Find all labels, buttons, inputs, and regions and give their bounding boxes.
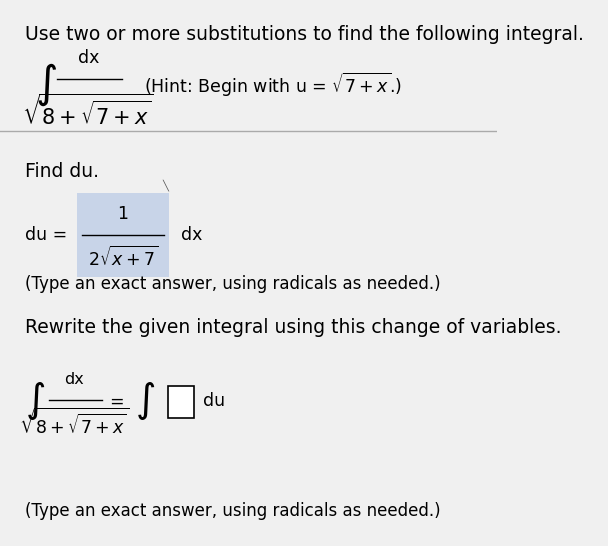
- Text: dx: dx: [64, 372, 83, 387]
- Text: (Hint: Begin with u = $\sqrt{7+x}$.): (Hint: Begin with u = $\sqrt{7+x}$.): [144, 70, 402, 99]
- Text: $\int$: $\int$: [25, 381, 45, 422]
- Text: du: du: [202, 393, 225, 410]
- Text: $2\sqrt{x+7}$: $2\sqrt{x+7}$: [88, 246, 158, 270]
- Text: $\sqrt{8+\sqrt{7+x}}$: $\sqrt{8+\sqrt{7+x}}$: [18, 408, 128, 438]
- Text: $\int$: $\int$: [35, 61, 57, 108]
- FancyBboxPatch shape: [168, 386, 194, 418]
- Text: (Type an exact answer, using radicals as needed.): (Type an exact answer, using radicals as…: [25, 275, 440, 293]
- Text: dx: dx: [78, 50, 99, 67]
- FancyBboxPatch shape: [77, 193, 169, 277]
- Text: 1: 1: [117, 205, 128, 223]
- Text: =: =: [109, 393, 124, 410]
- Text: $\sqrt{8+\sqrt{7+x}}$: $\sqrt{8+\sqrt{7+x}}$: [22, 93, 154, 129]
- Text: $\int$: $\int$: [135, 381, 155, 422]
- Text: dx: dx: [181, 226, 202, 244]
- Text: Rewrite the given integral using this change of variables.: Rewrite the given integral using this ch…: [25, 318, 561, 337]
- Text: ╲: ╲: [162, 180, 168, 191]
- Text: du =: du =: [25, 226, 67, 244]
- Text: (Type an exact answer, using radicals as needed.): (Type an exact answer, using radicals as…: [25, 502, 440, 519]
- Text: Find du.: Find du.: [25, 163, 99, 181]
- Text: Use two or more substitutions to find the following integral.: Use two or more substitutions to find th…: [25, 25, 584, 44]
